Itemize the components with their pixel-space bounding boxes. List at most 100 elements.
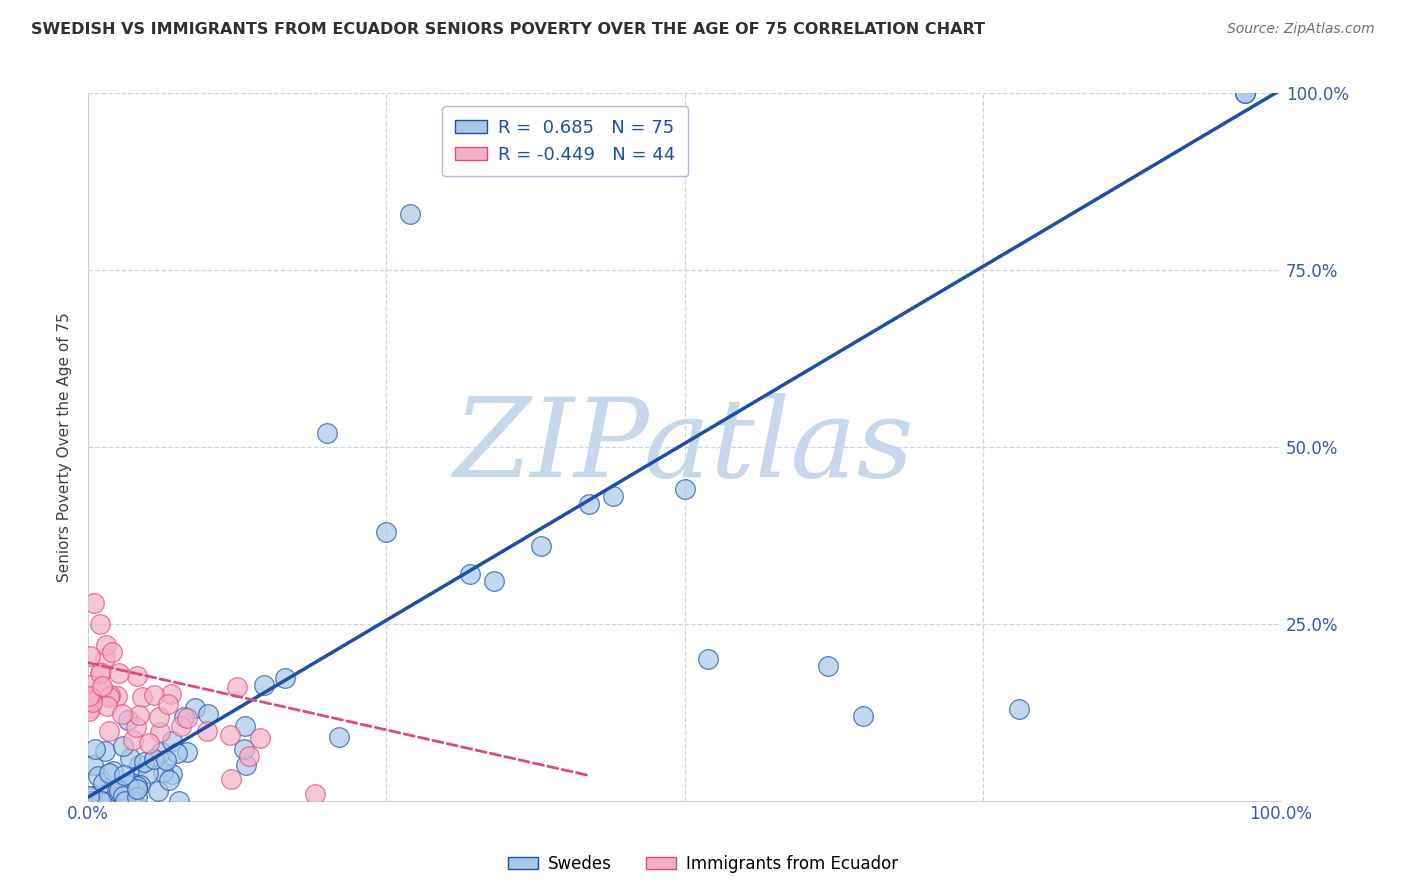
- Point: [375, 524, 398, 539]
- Point: [117, 778, 139, 792]
- Point: [83, 596, 105, 610]
- Point: [108, 791, 131, 805]
- Point: [82, 789, 104, 803]
- Point: [80, 690, 103, 704]
- Point: [122, 794, 145, 808]
- Point: [112, 739, 135, 753]
- Point: [101, 645, 124, 659]
- Point: [90, 794, 112, 808]
- Point: [530, 539, 553, 553]
- Point: [176, 745, 198, 759]
- Point: [98, 690, 121, 705]
- Point: [128, 758, 150, 772]
- Point: [602, 490, 624, 504]
- Point: [90, 679, 112, 693]
- Point: [157, 772, 180, 787]
- Point: [578, 497, 600, 511]
- Point: [852, 708, 875, 723]
- Text: Source: ZipAtlas.com: Source: ZipAtlas.com: [1227, 22, 1375, 37]
- Point: [117, 713, 139, 727]
- Point: [107, 789, 129, 804]
- Text: SWEDISH VS IMMIGRANTS FROM ECUADOR SENIORS POVERTY OVER THE AGE OF 75 CORRELATIO: SWEDISH VS IMMIGRANTS FROM ECUADOR SENIO…: [31, 22, 986, 37]
- Point: [143, 752, 166, 766]
- Point: [112, 767, 135, 781]
- Point: [79, 794, 101, 808]
- Point: [170, 719, 193, 733]
- Point: [115, 781, 138, 796]
- Text: ZIPatlas: ZIPatlas: [454, 393, 915, 500]
- Point: [142, 688, 165, 702]
- Point: [235, 757, 257, 772]
- Point: [94, 651, 117, 665]
- Point: [162, 767, 184, 781]
- Point: [125, 779, 148, 793]
- Point: [697, 652, 720, 666]
- Point: [128, 707, 150, 722]
- Point: [79, 692, 101, 706]
- Point: [149, 725, 172, 739]
- Point: [79, 704, 101, 718]
- Point: [155, 753, 177, 767]
- Point: [117, 794, 139, 808]
- Point: [232, 742, 254, 756]
- Point: [225, 680, 247, 694]
- Point: [817, 659, 839, 673]
- Point: [122, 733, 145, 747]
- Point: [149, 745, 172, 759]
- Point: [138, 736, 160, 750]
- Point: [89, 666, 111, 681]
- Point: [107, 787, 129, 801]
- Point: [93, 794, 115, 808]
- Point: [166, 746, 188, 760]
- Y-axis label: Seniors Poverty Over the Age of 75: Seniors Poverty Over the Age of 75: [58, 312, 72, 582]
- Point: [96, 698, 118, 713]
- Point: [1234, 87, 1257, 101]
- Point: [83, 742, 105, 756]
- Point: [238, 748, 260, 763]
- Point: [80, 701, 103, 715]
- Point: [221, 772, 243, 787]
- Point: [1007, 701, 1029, 715]
- Point: [79, 648, 101, 663]
- Legend: Swedes, Immigrants from Ecuador: Swedes, Immigrants from Ecuador: [502, 848, 904, 880]
- Point: [184, 701, 207, 715]
- Point: [328, 731, 350, 745]
- Point: [101, 764, 124, 779]
- Point: [219, 728, 242, 742]
- Point: [195, 723, 218, 738]
- Point: [235, 719, 257, 733]
- Point: [111, 706, 134, 721]
- Point: [138, 765, 160, 780]
- Point: [120, 792, 142, 806]
- Point: [167, 794, 190, 808]
- Point: [82, 757, 104, 772]
- Point: [176, 711, 198, 725]
- Point: [122, 777, 145, 791]
- Point: [249, 731, 271, 746]
- Point: [127, 669, 149, 683]
- Point: [79, 677, 101, 691]
- Point: [160, 687, 183, 701]
- Point: [79, 789, 101, 803]
- Point: [80, 696, 103, 710]
- Point: [108, 666, 131, 681]
- Point: [148, 783, 170, 797]
- Point: [173, 710, 195, 724]
- Point: [315, 425, 337, 440]
- Point: [118, 751, 141, 765]
- Point: [673, 483, 696, 497]
- Point: [274, 671, 297, 685]
- Point: [105, 784, 128, 798]
- Point: [100, 688, 122, 702]
- Point: [125, 789, 148, 804]
- Point: [114, 794, 136, 808]
- Point: [97, 724, 120, 739]
- Point: [253, 678, 276, 692]
- Point: [125, 781, 148, 796]
- Point: [94, 638, 117, 652]
- Point: [91, 682, 114, 697]
- Point: [94, 744, 117, 758]
- Point: [98, 765, 121, 780]
- Point: [100, 794, 122, 808]
- Point: [399, 206, 422, 220]
